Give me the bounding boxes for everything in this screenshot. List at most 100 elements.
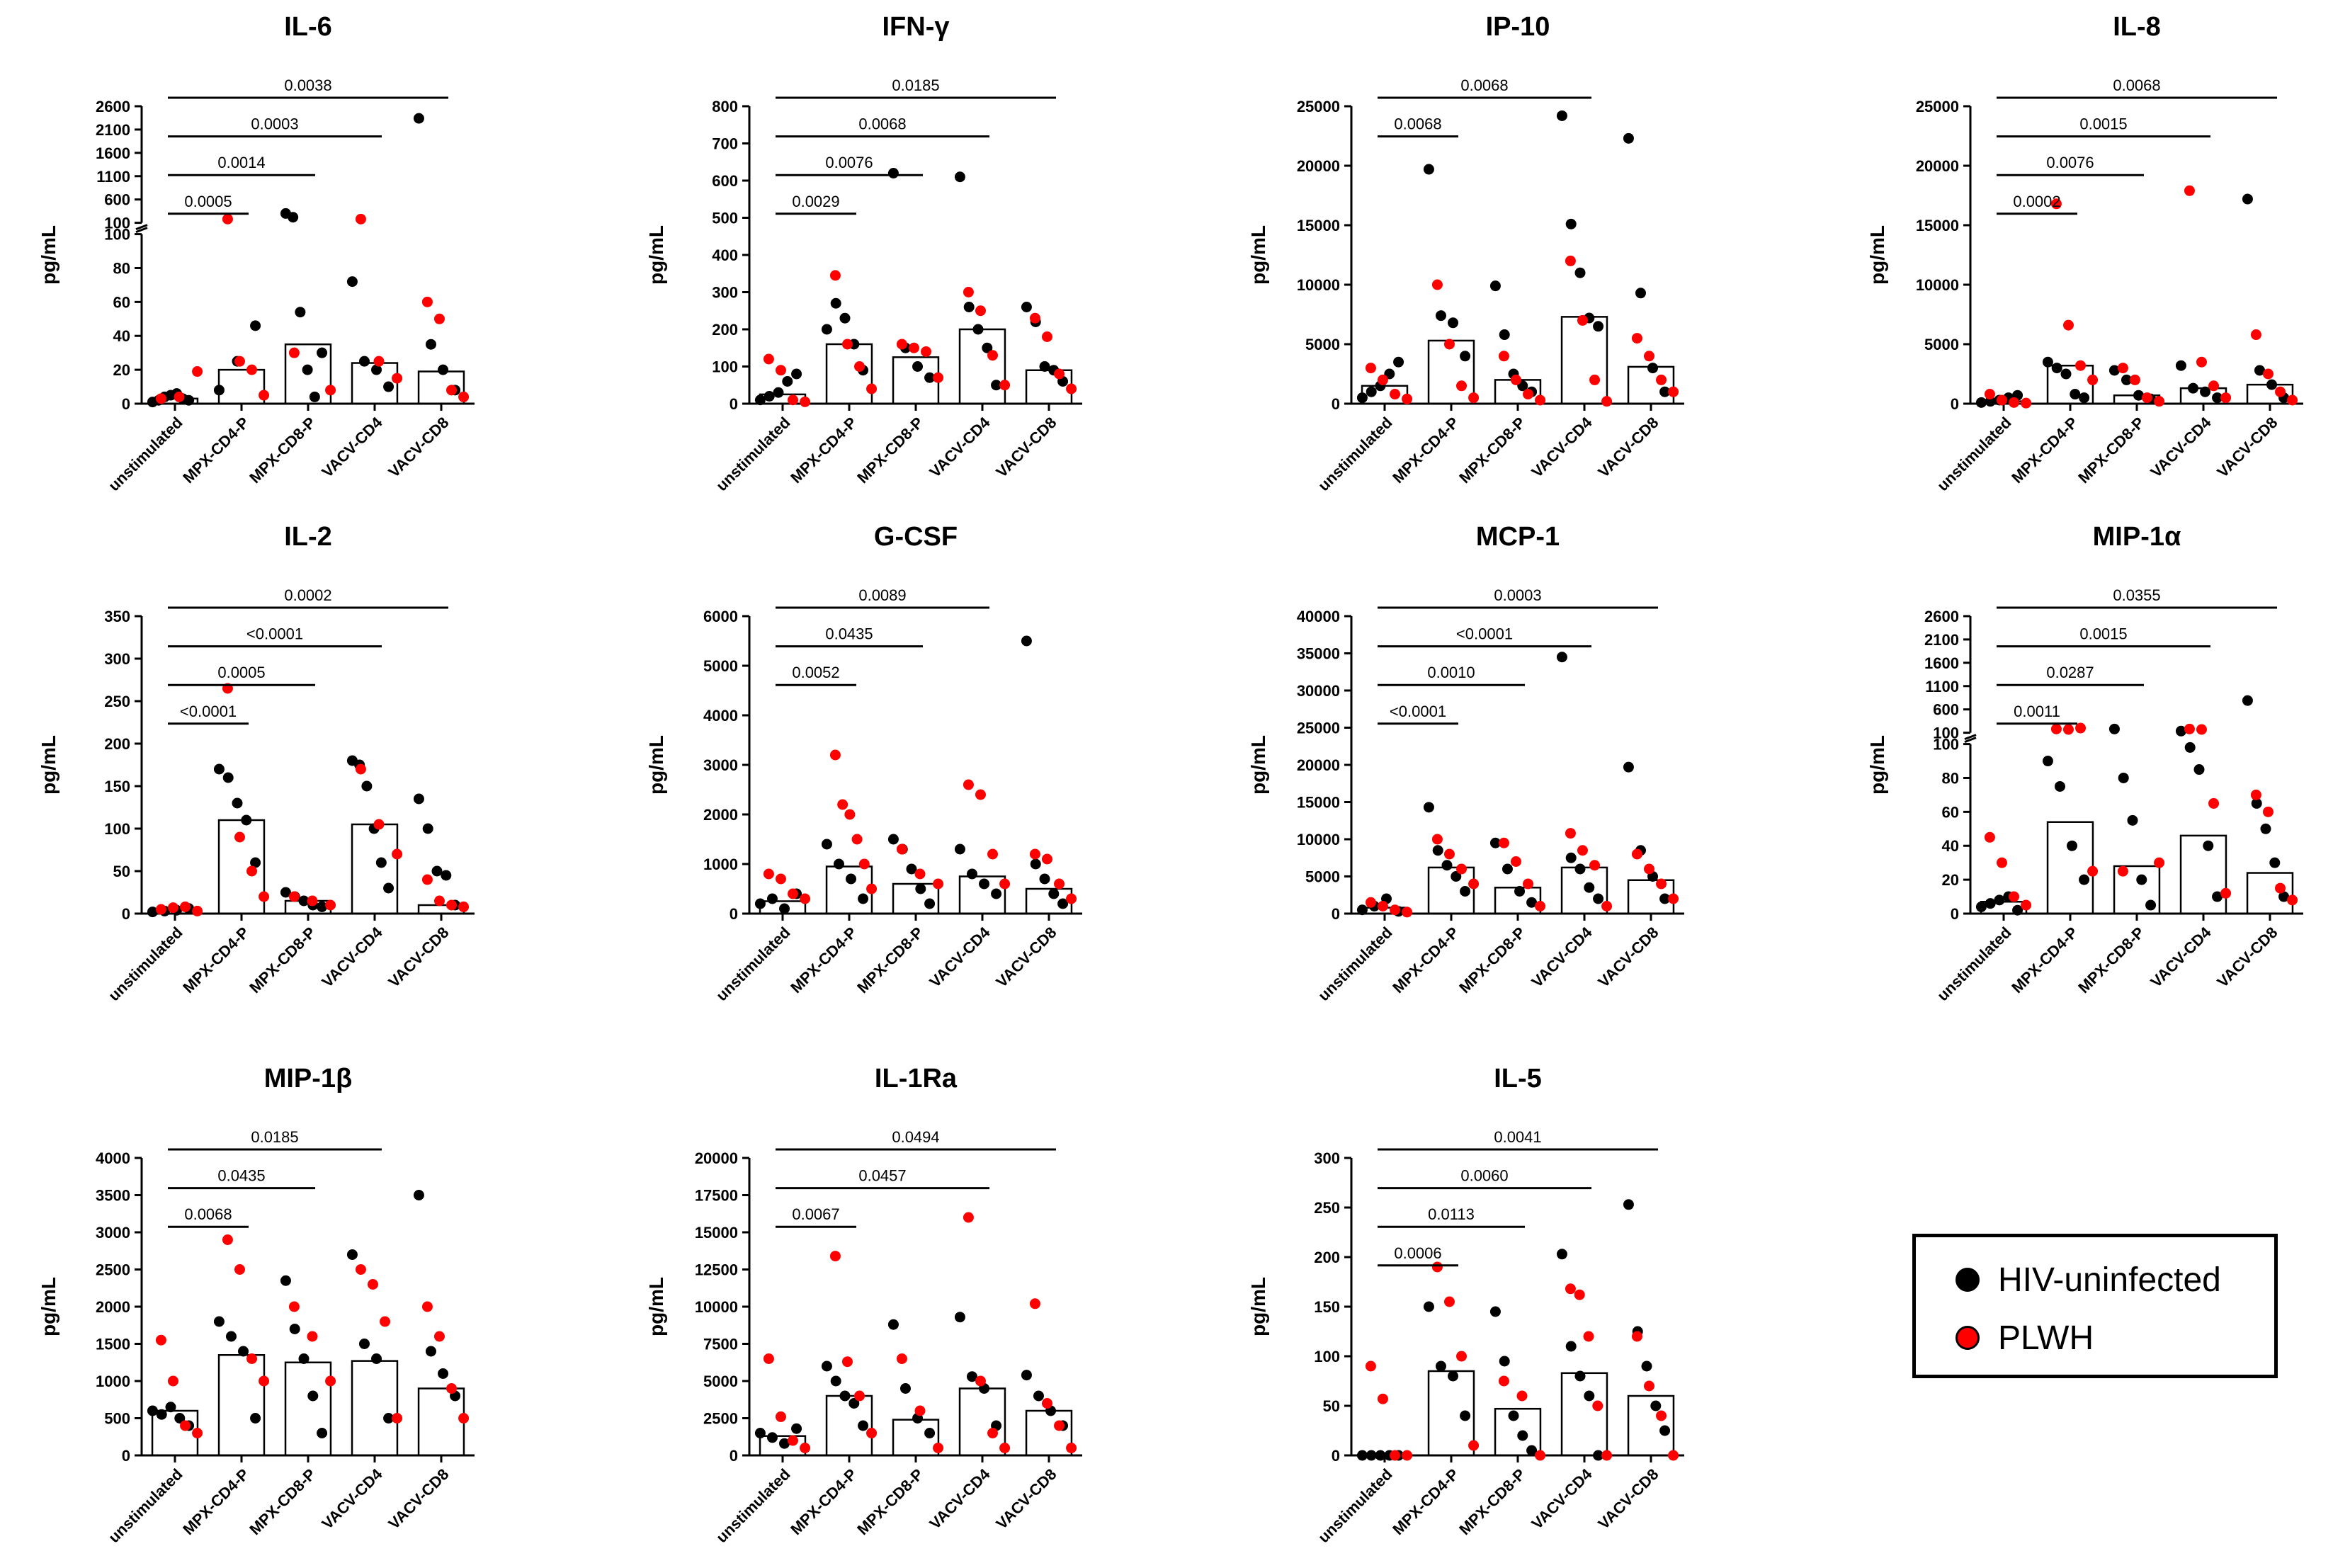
data-point-uninfected (1021, 302, 1032, 312)
data-point-plwh (288, 347, 300, 358)
y-tick-label: 0 (1951, 905, 1959, 923)
data-point-uninfected (1435, 310, 1446, 322)
data-point-uninfected (963, 302, 975, 312)
data-point-plwh (999, 878, 1011, 890)
data-point-plwh (307, 895, 318, 907)
x-tick-label-mpx-cd4-p: MPX-CD4-P (1389, 414, 1462, 487)
x-tick-label-vacv-cd4: VACV-CD4 (318, 1465, 386, 1533)
data-point-uninfected (954, 171, 965, 183)
data-point-plwh (1468, 392, 1480, 404)
data-point-uninfected (431, 865, 443, 877)
data-point-plwh (367, 1279, 378, 1290)
x-tick-label-vacv-cd8: VACV-CD8 (1594, 1465, 1662, 1533)
chart-panel-ip-10: IP-10 pg/mL 0 5000 10000 15000 20000 25000 unsti… (1247, 12, 1684, 494)
data-point-uninfected (982, 342, 993, 353)
x-tick-label-mpx-cd4-p: MPX-CD4-P (179, 1465, 252, 1538)
data-point-plwh (355, 213, 366, 225)
data-point-uninfected (413, 113, 424, 124)
data-point-uninfected (213, 763, 225, 775)
data-point-plwh (234, 831, 245, 843)
data-point-plwh (2250, 789, 2261, 800)
data-point-uninfected (1039, 873, 1050, 885)
data-point-uninfected (991, 888, 1002, 899)
y-tick-label: 100 (1314, 1348, 1340, 1365)
y-tick-label: 300 (1314, 1149, 1340, 1167)
data-point-plwh (999, 380, 1011, 391)
chart-title: MCP-1 (1476, 522, 1560, 552)
data-point-uninfected (280, 1275, 291, 1286)
y-tick-label: 17500 (695, 1187, 738, 1205)
data-point-plwh (1577, 314, 1588, 326)
data-point-uninfected (295, 307, 306, 318)
data-point-plwh (421, 1301, 433, 1312)
x-tick-label-mpx-cd4-p: MPX-CD4-P (2008, 414, 2081, 487)
x-tick-label-unstimulated: unstimulated (1934, 414, 2014, 494)
x-tick-label-unstimulated: unstimulated (105, 1465, 186, 1546)
y-axis-label: pg/mL (1866, 225, 1888, 285)
data-point-uninfected (425, 339, 436, 350)
y-axis-label: pg/mL (1866, 735, 1888, 795)
data-point-plwh (2087, 865, 2099, 877)
data-point-plwh (1066, 1443, 1077, 1453)
data-point-uninfected (2121, 374, 2132, 385)
data-point-uninfected (1975, 397, 1987, 408)
x-tick-label-unstimulated: unstimulated (1315, 1465, 1395, 1546)
x-tick-label-vacv-cd8: VACV-CD8 (2213, 924, 2281, 991)
data-point-uninfected (1432, 845, 1443, 856)
legend-swatch-black (1956, 1268, 1980, 1292)
median-bar (1025, 369, 1073, 405)
data-point-uninfected (906, 863, 917, 875)
data-point-plwh (2275, 882, 2286, 894)
data-point-plwh (914, 868, 926, 880)
data-point-uninfected (375, 857, 387, 868)
data-point-plwh (975, 789, 986, 800)
y-tick-label: 15000 (695, 1224, 738, 1242)
data-point-plwh (1589, 374, 1601, 385)
data-point-plwh (259, 891, 270, 902)
median-bar (825, 865, 873, 915)
y-tick-label: 300 (104, 650, 130, 668)
x-tick-label-vacv-cd4: VACV-CD4 (1528, 413, 1596, 481)
data-point-plwh (788, 394, 799, 406)
data-point-uninfected (1460, 1410, 1471, 1421)
data-point-uninfected (1574, 863, 1586, 875)
p-value-label: 0.0003 (251, 115, 298, 133)
data-point-uninfected (766, 893, 778, 904)
data-point-plwh (2196, 724, 2207, 735)
data-point-uninfected (821, 1360, 832, 1372)
x-tick-label-vacv-cd4: VACV-CD4 (1528, 923, 1596, 991)
legend-swatch-red (1956, 1326, 1980, 1350)
y-tick-label: 20 (1942, 871, 1959, 889)
p-value-label: <0.0001 (246, 625, 303, 643)
y-axis-label: pg/mL (1247, 225, 1269, 285)
data-point-plwh (999, 1443, 1011, 1453)
data-point-plwh (1498, 351, 1509, 362)
y-tick-label: 350 (104, 608, 130, 625)
data-point-plwh (1656, 1410, 1667, 1421)
data-point-plwh (2220, 887, 2232, 899)
p-value-label: 0.0067 (792, 1205, 839, 1223)
data-point-uninfected (1030, 858, 1041, 870)
y-axis-label: pg/mL (1247, 735, 1269, 795)
data-point-plwh (1631, 1331, 1642, 1342)
x-tick-label-mpx-cd8-p: MPX-CD8-P (2074, 924, 2147, 996)
data-point-uninfected (773, 387, 784, 398)
chart-title: IL-5 (1494, 1064, 1542, 1093)
data-point-uninfected (1423, 802, 1434, 813)
chart-title: IL-6 (284, 12, 332, 42)
data-point-plwh (2196, 356, 2207, 368)
data-point-plwh (914, 1405, 926, 1416)
x-tick-label-vacv-cd4: VACV-CD4 (926, 1465, 994, 1533)
data-point-uninfected (2203, 840, 2214, 851)
data-point-uninfected (839, 312, 851, 324)
data-point-uninfected (2254, 365, 2265, 376)
data-point-uninfected (782, 376, 793, 387)
data-point-uninfected (2260, 823, 2271, 834)
x-tick-label-unstimulated: unstimulated (713, 1465, 793, 1546)
chart-panel-il-5: IL-5pg/mL050100150200250300unstimulatedM… (1247, 1064, 1684, 1546)
p-value-label: 0.0076 (825, 154, 873, 171)
data-point-uninfected (298, 1353, 310, 1364)
data-point-uninfected (280, 887, 291, 898)
data-point-plwh (288, 1301, 300, 1312)
data-point-uninfected (1659, 386, 1671, 397)
